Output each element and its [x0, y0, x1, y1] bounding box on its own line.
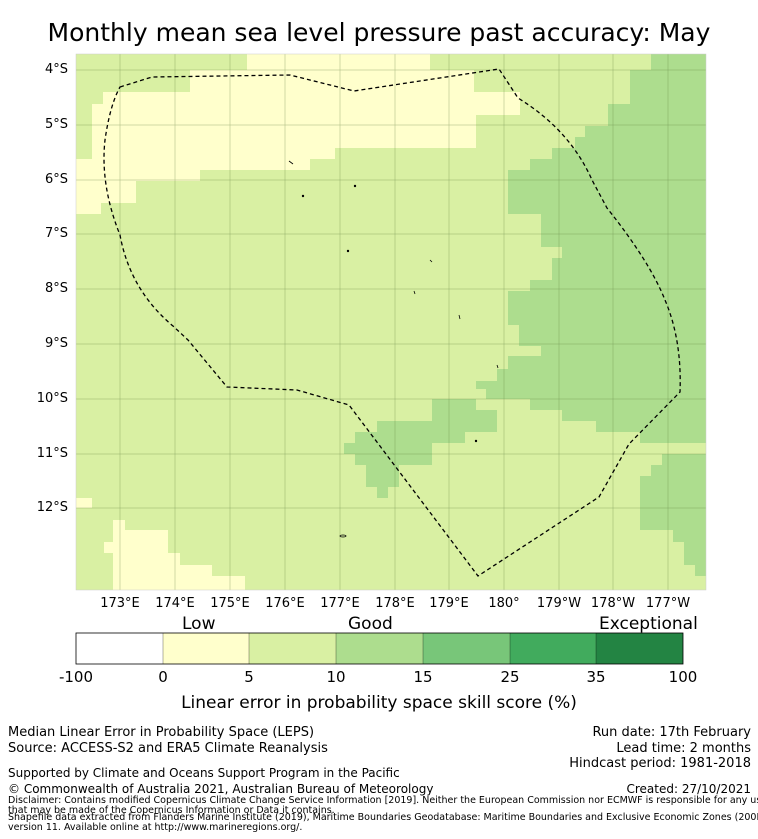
legend-tick: 25 — [500, 668, 520, 686]
legend-title: Linear error in probability space skill … — [181, 693, 577, 713]
colorbar — [75, 632, 684, 665]
lon-label: 176°E — [265, 596, 305, 611]
medium-skill-region-south-east — [640, 454, 706, 576]
legend-tick: 35 — [586, 668, 606, 686]
footer-source: Source: ACCESS-S2 and ERA5 Climate Reana… — [8, 741, 328, 756]
map-frame — [75, 53, 707, 591]
colorbar-frame — [75, 632, 684, 665]
island — [301, 194, 305, 198]
footer-method: Median Linear Error in Probability Space… — [8, 725, 315, 740]
legend-category-good: Good — [348, 614, 393, 634]
lon-label: 180° — [488, 596, 520, 611]
lat-label: 10°S — [36, 391, 68, 406]
shapefile-credit-line: version 11. Available online at http://w… — [8, 822, 303, 833]
colorbar-segment — [163, 633, 249, 664]
colorbar-segment — [76, 633, 163, 664]
chart-title: Monthly mean sea level pressure past acc… — [47, 18, 711, 47]
island — [429, 259, 433, 263]
lat-label: 9°S — [44, 336, 68, 351]
colorbar-segment — [510, 633, 596, 664]
lon-label: 173°E — [100, 596, 140, 611]
low-skill-region-south — [104, 520, 245, 590]
island — [496, 364, 499, 369]
map-gridlines — [76, 54, 706, 590]
colorbar-segment — [336, 633, 423, 664]
disclaimer-line: Disclaimer: Contains modified Copernicus… — [8, 795, 758, 806]
lon-label: 178°E — [375, 596, 415, 611]
lat-label: 8°S — [44, 281, 68, 296]
lat-label: 12°S — [36, 500, 68, 515]
legend-category-low: Low — [182, 614, 216, 634]
island — [346, 249, 350, 253]
lat-label: 11°S — [36, 446, 68, 461]
lat-label: 7°S — [44, 226, 68, 241]
island — [353, 184, 357, 188]
island — [288, 160, 294, 165]
legend-tick: 0 — [158, 668, 168, 686]
island — [458, 314, 461, 320]
legend-category-exceptional: Exceptional — [599, 614, 698, 634]
medium-skill-region-east — [476, 54, 706, 443]
footer-support: Supported by Climate and Oceans Support … — [8, 766, 400, 780]
footer-copyright: © Commonwealth of Australia 2021, Austra… — [8, 782, 434, 796]
lon-label: 174°E — [155, 596, 195, 611]
lon-label: 179°E — [429, 596, 469, 611]
lon-label: 177°W — [645, 596, 691, 611]
lon-label: 177°E — [320, 596, 360, 611]
footer-hindcast: Hindcast period: 1981-2018 — [569, 756, 751, 771]
island — [413, 290, 416, 295]
medium-skill-region-central — [344, 399, 497, 498]
lon-label: 179°W — [536, 596, 582, 611]
lat-label: 4°S — [44, 62, 68, 77]
lon-label: 178°W — [590, 596, 636, 611]
shapefile-credit-line: Shapefile data extracted from Flanders M… — [8, 812, 758, 823]
footer-run-date: Run date: 17th February — [592, 725, 751, 740]
colorbar-segment — [423, 633, 510, 664]
eez-boundary — [103, 68, 681, 577]
lon-label: 175°E — [210, 596, 250, 611]
legend-tick: 100 — [668, 668, 698, 686]
footer-lead-time: Lead time: 2 months — [616, 741, 751, 756]
colorbar-segment — [596, 633, 683, 664]
colorbar-segment — [249, 633, 336, 664]
legend-tick: 5 — [244, 668, 254, 686]
legend-tick: 15 — [413, 668, 433, 686]
island — [339, 534, 347, 538]
footer-created: Created: 27/10/2021 — [626, 782, 751, 796]
lat-label: 5°S — [44, 117, 68, 132]
island — [474, 439, 478, 443]
disclaimer-line: that may be made of the Copernicus Infor… — [8, 805, 335, 816]
lat-label: 6°S — [44, 172, 68, 187]
legend-tick: 10 — [326, 668, 346, 686]
low-skill-speck-south — [76, 498, 92, 508]
legend-tick: -100 — [58, 668, 94, 686]
islands — [288, 160, 499, 538]
low-skill-region-north — [76, 54, 520, 214]
